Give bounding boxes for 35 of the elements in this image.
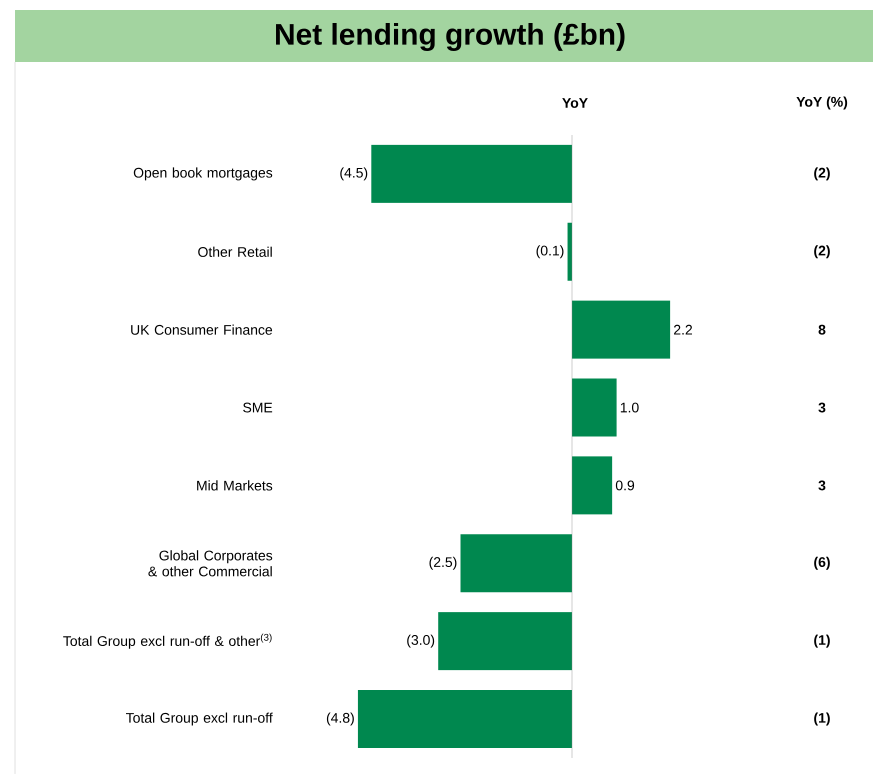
bar xyxy=(460,534,572,592)
text: 8 xyxy=(818,324,826,335)
text: (1) xyxy=(814,712,830,726)
y-tick-label: SME xyxy=(243,402,272,412)
text: YoY xyxy=(562,98,588,108)
text: (6) xyxy=(814,556,830,570)
data-label: (2.5) xyxy=(429,556,456,570)
data-label: (4.5) xyxy=(340,167,368,180)
data-label: (0.1) xyxy=(536,245,564,258)
text: (2) xyxy=(814,167,830,180)
chart-title: Net lending growth (£bn) xyxy=(276,22,625,51)
y-tick-label: Mid Markets xyxy=(197,480,272,491)
bar xyxy=(371,144,572,203)
data-label: 0.9 xyxy=(616,480,634,490)
y-tick-label: UK Consumer Finance xyxy=(131,324,272,335)
text: (2) xyxy=(814,245,830,258)
bar xyxy=(358,690,572,748)
y-tick-label: Total Group excl run-off xyxy=(126,712,273,726)
data-label: 1.0 xyxy=(620,402,639,412)
y-tick-label: Global Corporates & other Commercial xyxy=(148,550,272,576)
bar xyxy=(572,300,670,359)
y-tick-label: Total Group excl run-off & other$^{(3)}$ xyxy=(63,634,272,649)
bar xyxy=(438,612,572,670)
text: 3 xyxy=(818,402,826,413)
y-tick-label: Open book mortgages xyxy=(134,167,272,180)
data-label: (3.0) xyxy=(407,634,434,648)
y-tick-label: Other Retail xyxy=(198,246,272,257)
bar xyxy=(568,222,572,281)
bar xyxy=(572,456,612,514)
bar xyxy=(572,378,617,437)
data-label: 2.2 xyxy=(674,324,692,335)
data-label: (4.8) xyxy=(326,712,354,726)
text: 3 xyxy=(818,480,826,490)
text: YoY (%) xyxy=(796,96,848,110)
text: (1) xyxy=(814,634,830,648)
